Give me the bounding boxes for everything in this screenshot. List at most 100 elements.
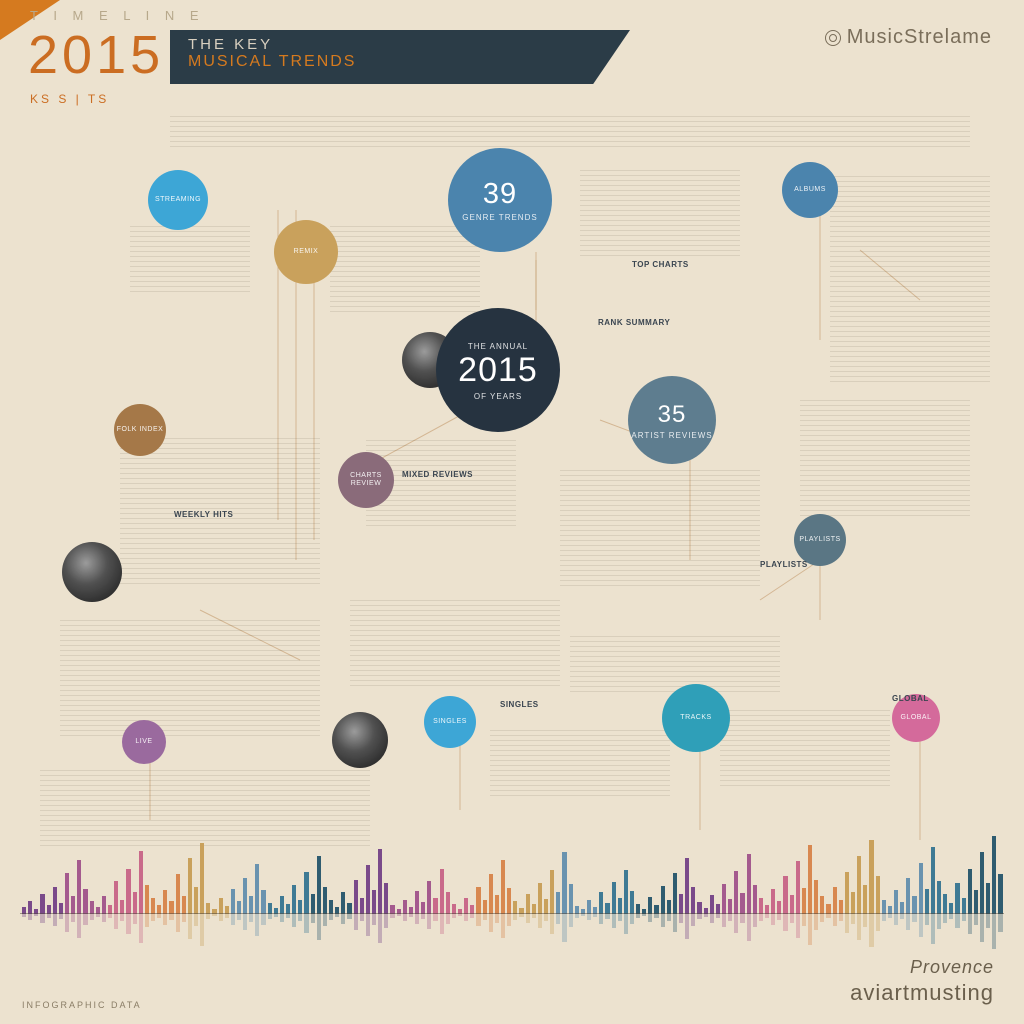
chart-bar [710, 895, 714, 914]
chart-bar-reflection [538, 914, 542, 928]
chart-bar [366, 865, 370, 914]
node-nSlate: PLAYLISTS [794, 514, 846, 566]
chart-bar [679, 894, 683, 914]
chart-bar [562, 852, 566, 914]
chart-bar [943, 894, 947, 914]
chart-bar-reflection [249, 914, 253, 922]
chart-bar-reflection [507, 914, 511, 926]
header: T I M E L I N E 2015 THE KEY MUSICAL TRE… [0, 0, 1024, 110]
node-nBlue2: ALBUMS [782, 162, 838, 218]
chart-bar-reflection [802, 914, 806, 926]
chart-bar-reflection [219, 914, 223, 921]
chart-bar-reflection [955, 914, 959, 928]
chart-bar-reflection [335, 914, 339, 917]
chart-bar-reflection [685, 914, 689, 939]
chart-bar-reflection [268, 914, 272, 919]
chart-bar-reflection [120, 914, 124, 921]
chart-bar [544, 899, 548, 914]
chart-bar [120, 900, 124, 915]
chart-bar-reflection [274, 914, 278, 917]
chart-bar-reflection [532, 914, 536, 918]
chart-bar [998, 874, 1002, 914]
node-subtitle: OF YEARS [474, 392, 522, 401]
text-filler-block [330, 226, 480, 316]
caption-label: GLOBAL [892, 694, 929, 703]
chart-bar-reflection [421, 914, 425, 919]
chart-bar-reflection [366, 914, 370, 936]
chart-bar-reflection [863, 914, 867, 927]
chart-bar [753, 885, 757, 914]
chart-bar-reflection [513, 914, 517, 920]
text-filler-block [170, 116, 970, 148]
chart-bar [354, 880, 358, 914]
chart-bar [378, 849, 382, 914]
chart-bar-reflection [409, 914, 413, 917]
chart-bar [231, 889, 235, 914]
chart-bar-reflection [765, 914, 769, 918]
chart-bar [495, 895, 499, 914]
header-eyebrow: T I M E L I N E [30, 8, 205, 23]
node-subtitle: ARTIST REVIEWS [631, 431, 712, 440]
chart-bar-reflection [759, 914, 763, 921]
chart-bar [292, 885, 296, 914]
chart-bar-reflection [642, 914, 646, 916]
chart-bar-reflection [22, 914, 26, 917]
bottom-bar-chart [0, 834, 1024, 954]
header-pennant: THE KEY MUSICAL TRENDS [170, 30, 630, 84]
chart-bar-reflection [808, 914, 812, 945]
chart-bar-reflection [931, 914, 935, 944]
text-filler-block [350, 600, 560, 690]
chart-bar-reflection [704, 914, 708, 917]
chart-bar-reflection [433, 914, 437, 921]
pennant-line2: MUSICAL TRENDS [188, 53, 612, 71]
chart-bar [360, 898, 364, 914]
chart-bar-reflection [581, 914, 585, 916]
chart-bar [691, 887, 695, 914]
chart-bar-reflection [169, 914, 173, 920]
chart-bar [384, 883, 388, 914]
node-label: PLAYLISTS [799, 536, 840, 544]
chart-bar-reflection [906, 914, 910, 930]
chart-bar-reflection [820, 914, 824, 922]
node-label: CHARTS REVIEW [338, 472, 394, 489]
chart-bar-reflection [452, 914, 456, 918]
chart-bar-reflection [949, 914, 953, 919]
chart-bar [341, 892, 345, 914]
chart-bar [188, 858, 192, 914]
chart-bar [317, 856, 321, 914]
text-filler-block [60, 620, 320, 740]
chart-bar-reflection [605, 914, 609, 919]
chart-bar-reflection [483, 914, 487, 920]
chart-bar [440, 869, 444, 914]
chart-bar-reflection [519, 914, 523, 917]
footer-credit-right-1: Provence [910, 957, 994, 978]
chart-bar [747, 854, 751, 914]
chart-bar [894, 890, 898, 914]
chart-bar [200, 843, 204, 914]
chart-bar-reflection [145, 914, 149, 927]
chart-bar [906, 878, 910, 914]
node-value: 2015 [458, 351, 538, 390]
node-nPlum: CHARTS REVIEW [338, 452, 394, 508]
chart-bar-reflection [919, 914, 923, 937]
chart-bar-reflection [243, 914, 247, 930]
node-nTan: REMIX [274, 220, 338, 284]
node-label: TRACKS [680, 714, 711, 722]
chart-bar [955, 883, 959, 914]
chart-bar-reflection [47, 914, 51, 918]
chart-bar-reflection [206, 914, 210, 919]
chart-bar-reflection [65, 914, 69, 932]
chart-bar-reflection [937, 914, 941, 929]
chart-bar-reflection [96, 914, 100, 917]
chart-bar [833, 887, 837, 914]
chart-bar [433, 898, 437, 914]
chart-bar [968, 869, 972, 914]
chart-bar-reflection [845, 914, 849, 933]
node-value: 35 [658, 401, 687, 429]
header-subtag: KS S | TS [30, 92, 109, 106]
chart-bar-reflection [544, 914, 548, 921]
bar-chart-reflection [22, 914, 1002, 954]
chart-bar [931, 847, 935, 914]
chart-bar [734, 871, 738, 914]
chart-bar-reflection [489, 914, 493, 932]
